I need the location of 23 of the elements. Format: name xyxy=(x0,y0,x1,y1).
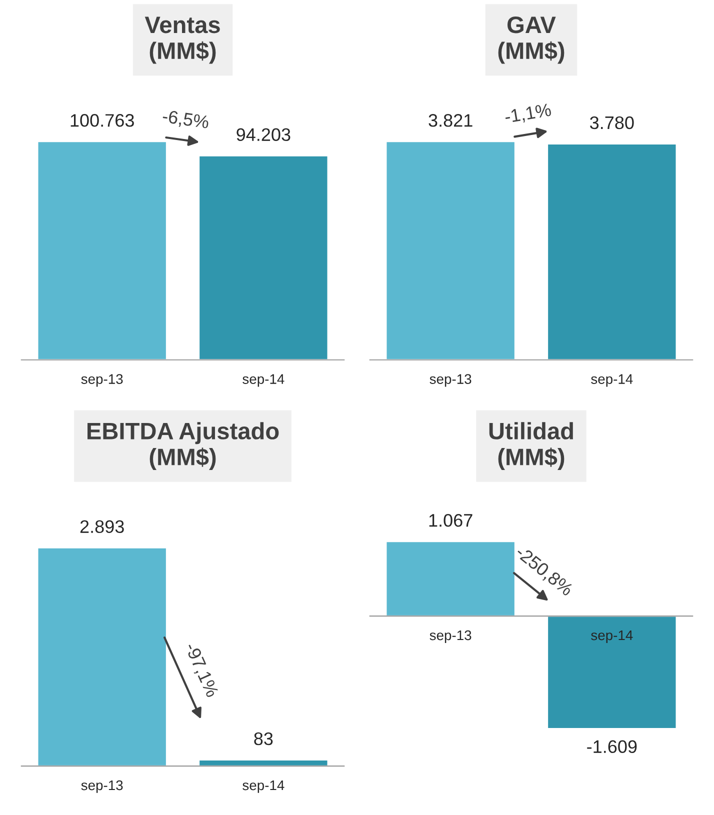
x-tick-label: sep-13 xyxy=(81,374,123,387)
x-tick-label: sep-14 xyxy=(242,780,284,793)
x-tick-label: sep-14 xyxy=(591,374,633,387)
chart-title: Utilidad (MM$) xyxy=(489,422,573,470)
chart-title: EBITDA Ajustado (MM$) xyxy=(88,422,279,470)
chart-title: Ventas (MM$) xyxy=(144,16,220,64)
x-tick-label: sep-14 xyxy=(242,374,284,387)
text: -6,5% xyxy=(162,110,210,131)
data-label: 94.203 xyxy=(236,128,290,142)
chart-title: GAV (MM$) xyxy=(498,16,564,64)
text: -1,1% xyxy=(504,103,552,126)
x-tick-label: sep-13 xyxy=(81,780,123,793)
data-label: 1.067 xyxy=(429,514,472,527)
data-label: 2.893 xyxy=(80,520,124,534)
annotation: -97,1% xyxy=(182,642,220,699)
data-label: 3.821 xyxy=(428,114,472,127)
data-label: 83 xyxy=(254,732,273,746)
x-tick-label: sep-14 xyxy=(591,630,633,643)
x-tick-label: sep-13 xyxy=(430,374,472,387)
x-tick-label: sep-13 xyxy=(430,630,472,643)
data-label: -1.609 xyxy=(587,740,637,754)
data-label: 3.780 xyxy=(590,116,634,130)
data-label: 100.763 xyxy=(70,114,134,127)
